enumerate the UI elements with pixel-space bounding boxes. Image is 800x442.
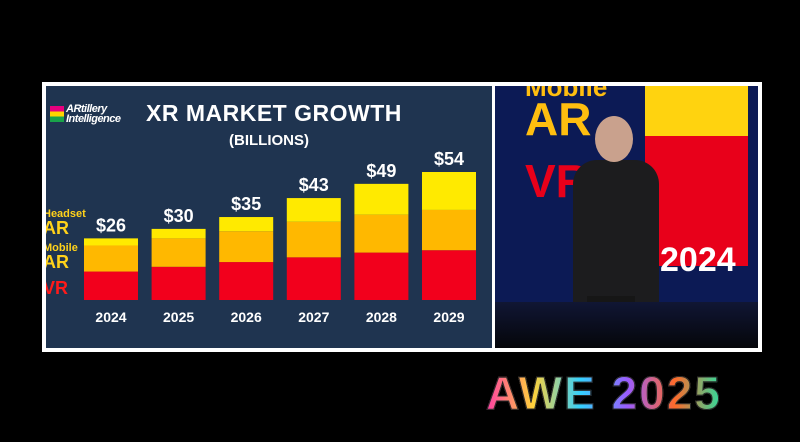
x-tick-2029: 2029	[433, 309, 464, 325]
artillery-logo: ARtillery Intelligence	[50, 103, 121, 125]
x-tick-2028: 2028	[366, 309, 397, 325]
logo-text-line2: Intelligence	[66, 113, 121, 125]
chart-title: XR MARKET GROWTH	[146, 100, 402, 126]
legend-mobile-ar: AR	[46, 252, 69, 272]
stage-year: 2024	[660, 241, 736, 279]
bar-2028-mobile-ar	[354, 214, 409, 253]
stage-video: Mobile AR VR 2024	[495, 86, 758, 348]
bar-2027-vr	[286, 257, 341, 300]
screen-yellow-block	[645, 86, 748, 136]
x-tick-2027: 2027	[298, 309, 329, 325]
legend-mobile-label: Mobile	[46, 242, 78, 254]
bar-chart: $26 2024 $30 2025 $35 2026 $43 2027 $49 2028 $54 20…	[84, 149, 476, 325]
bar-2029-mobile-ar	[422, 209, 476, 251]
legend-headset-ar: AR	[46, 218, 69, 238]
x-tick-2026: 2026	[231, 309, 262, 325]
bar-2026-headset-ar	[219, 217, 274, 232]
bar-2025-mobile-ar	[151, 238, 206, 267]
bar-2024-mobile-ar	[84, 245, 138, 272]
x-tick-2024: 2024	[95, 309, 126, 325]
total-label-2025: $30	[164, 206, 194, 226]
bar-2029-headset-ar	[422, 172, 476, 210]
logo-mark-icon	[50, 106, 64, 122]
bar-2025-headset-ar	[151, 228, 206, 239]
bar-2024-vr	[84, 271, 138, 300]
logo-text-line1: ARtillery	[66, 103, 107, 115]
bar-2026-vr	[219, 262, 274, 300]
audience	[495, 302, 758, 348]
bar-2029-vr	[422, 250, 476, 300]
chart-subtitle: (BILLIONS)	[229, 132, 309, 149]
bar-2025-vr	[151, 266, 206, 300]
bar-2024-headset-ar	[84, 238, 138, 246]
total-label-2029: $54	[434, 149, 464, 169]
speaker-head	[595, 116, 633, 162]
x-tick-2025: 2025	[163, 309, 194, 325]
bar-2028-headset-ar	[354, 183, 409, 215]
bar-2028-vr	[354, 252, 409, 300]
legend-vr: VR	[46, 278, 69, 298]
slide: ARtillery Intelligence XR MARKET GROWTH …	[46, 86, 492, 348]
total-label-2026: $35	[231, 194, 261, 214]
legend-headset-label: Headset	[46, 208, 86, 220]
stage-word-mobile: Mobile	[525, 86, 608, 102]
bar-2027-mobile-ar	[286, 221, 341, 258]
total-label-2024: $26	[96, 215, 126, 235]
total-label-2027: $43	[299, 175, 329, 195]
total-label-2028: $49	[366, 161, 396, 181]
speaker-body	[573, 160, 659, 310]
bar-2026-mobile-ar	[219, 231, 274, 263]
bar-2027-headset-ar	[286, 198, 341, 222]
screen-red-block	[645, 136, 748, 266]
awe-event-logo: AWE 2025	[486, 367, 722, 420]
stage-word-ar: AR	[525, 93, 592, 145]
